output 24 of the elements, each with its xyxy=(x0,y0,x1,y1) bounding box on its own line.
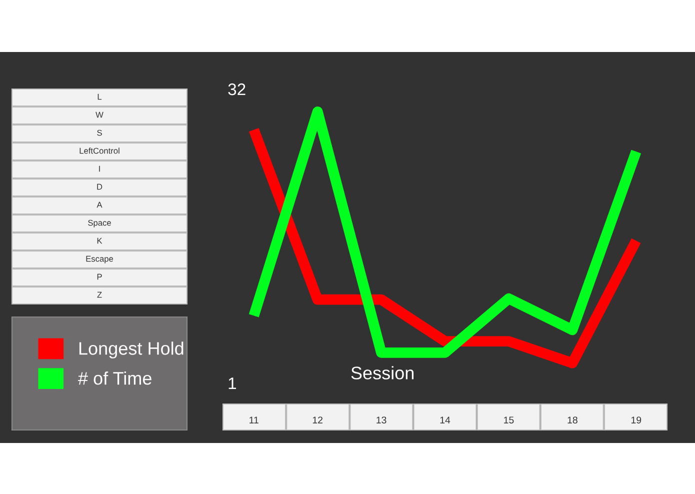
text: K xyxy=(97,238,102,244)
y-tick-label: 1 xyxy=(228,378,236,390)
legend-label: # of Time xyxy=(78,371,152,385)
x-tick-label: 15 xyxy=(504,416,514,424)
x-tick-label: 11 xyxy=(250,416,258,424)
text: Space xyxy=(88,220,111,228)
y-tick-label: 32 xyxy=(228,83,246,96)
x-tick-label: 14 xyxy=(440,416,450,424)
text: I xyxy=(99,166,100,172)
x-tick-label: 19 xyxy=(631,416,642,424)
x-axis-title: Session xyxy=(351,366,414,380)
x-tick-label: 18 xyxy=(568,416,578,424)
x-tick-label: 13 xyxy=(376,416,386,424)
text: Escape xyxy=(86,256,114,264)
text: A xyxy=(96,202,102,208)
x-tick-label: 12 xyxy=(312,416,322,424)
text: S xyxy=(97,130,102,136)
text: LeftControl xyxy=(80,148,120,154)
text: P xyxy=(97,274,102,280)
text: L xyxy=(98,94,102,100)
legend-label: Longest Hold xyxy=(79,342,184,358)
text: Z xyxy=(97,292,102,298)
text: D xyxy=(97,184,102,190)
text: W xyxy=(96,112,104,118)
